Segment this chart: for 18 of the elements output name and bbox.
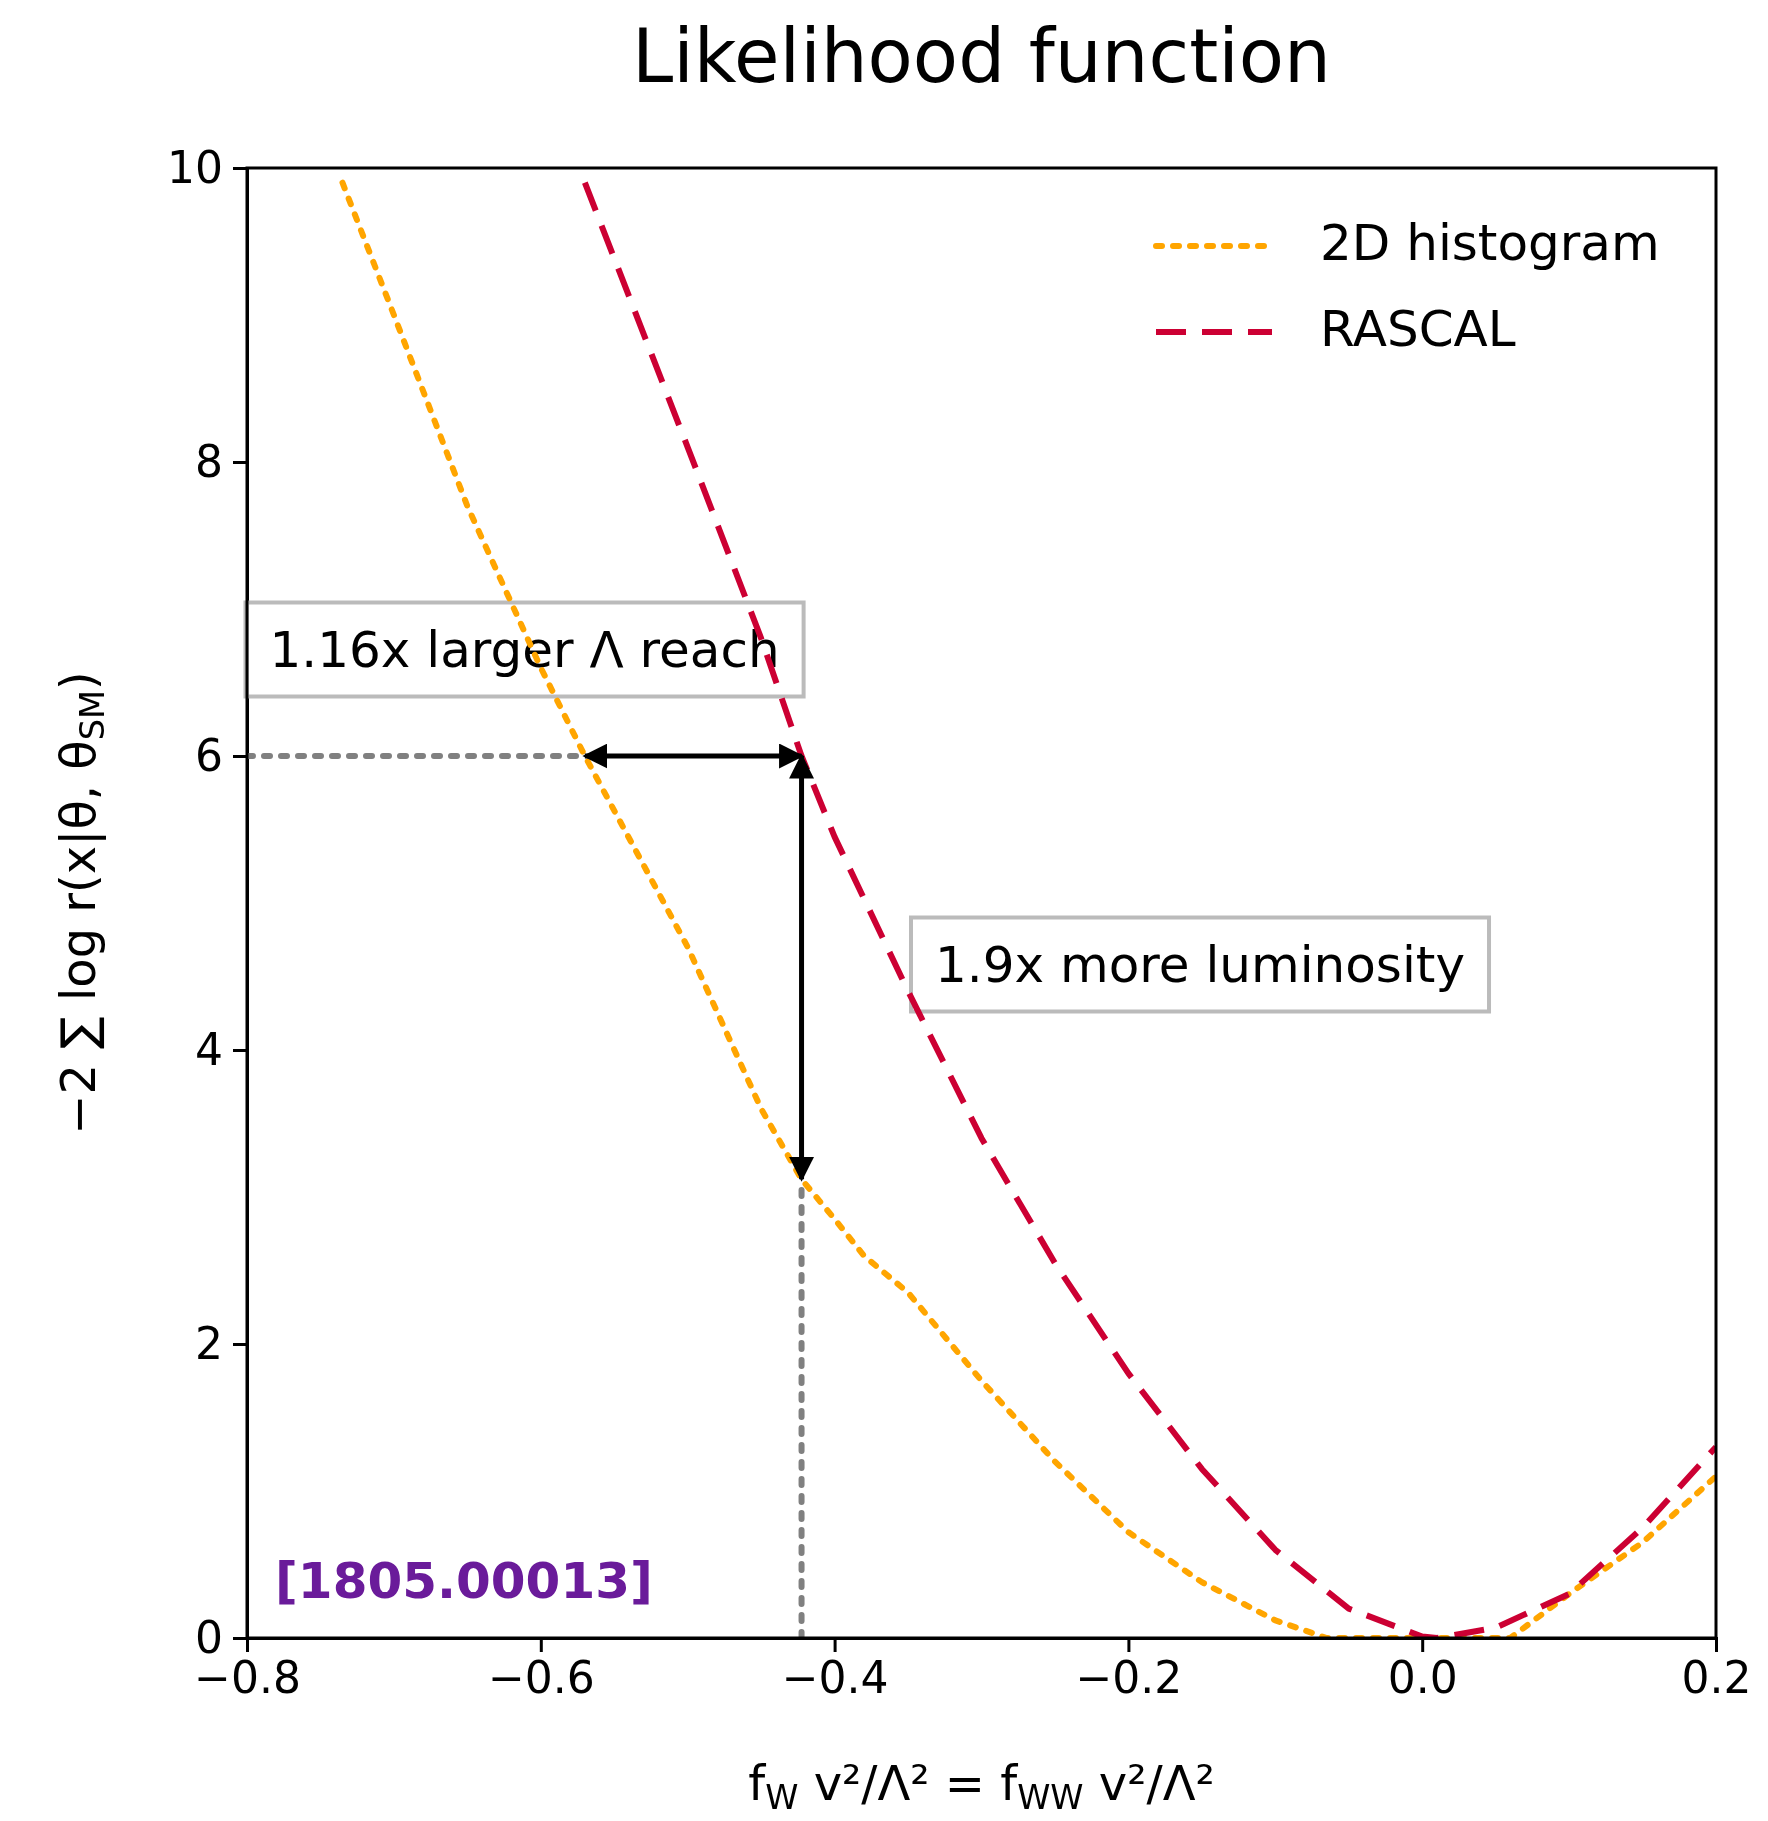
y-tick-label: 2 [195, 1317, 223, 1369]
x-tick-label: 0.0 [1387, 1652, 1458, 1704]
legend-label: RASCAL [1320, 299, 1516, 358]
x-tick-label: −0.4 [781, 1652, 889, 1704]
annotation: 1.9x more luminosity [935, 935, 1466, 994]
annotation: 1.16x larger Λ reach [269, 620, 780, 679]
y-tick-label: 6 [195, 729, 223, 781]
annotation: [1805.00013] [275, 1552, 653, 1610]
y-tick-label: 4 [195, 1023, 223, 1075]
x-tick-label: −0.6 [487, 1652, 595, 1704]
y-tick-label: 8 [195, 435, 223, 487]
x-tick-label: −0.2 [1075, 1652, 1183, 1704]
chart-title: Likelihood function [632, 13, 1331, 99]
x-axis-title: f$_{W}$ v²/Λ² = f$_{WW}$ v²/Λ² [748, 1755, 1215, 1817]
x-tick-label: 0.2 [1681, 1652, 1752, 1704]
legend-label: 2D histogram [1320, 213, 1660, 272]
y-tick-label: 10 [167, 141, 223, 193]
y-tick-label: 0 [195, 1611, 223, 1663]
